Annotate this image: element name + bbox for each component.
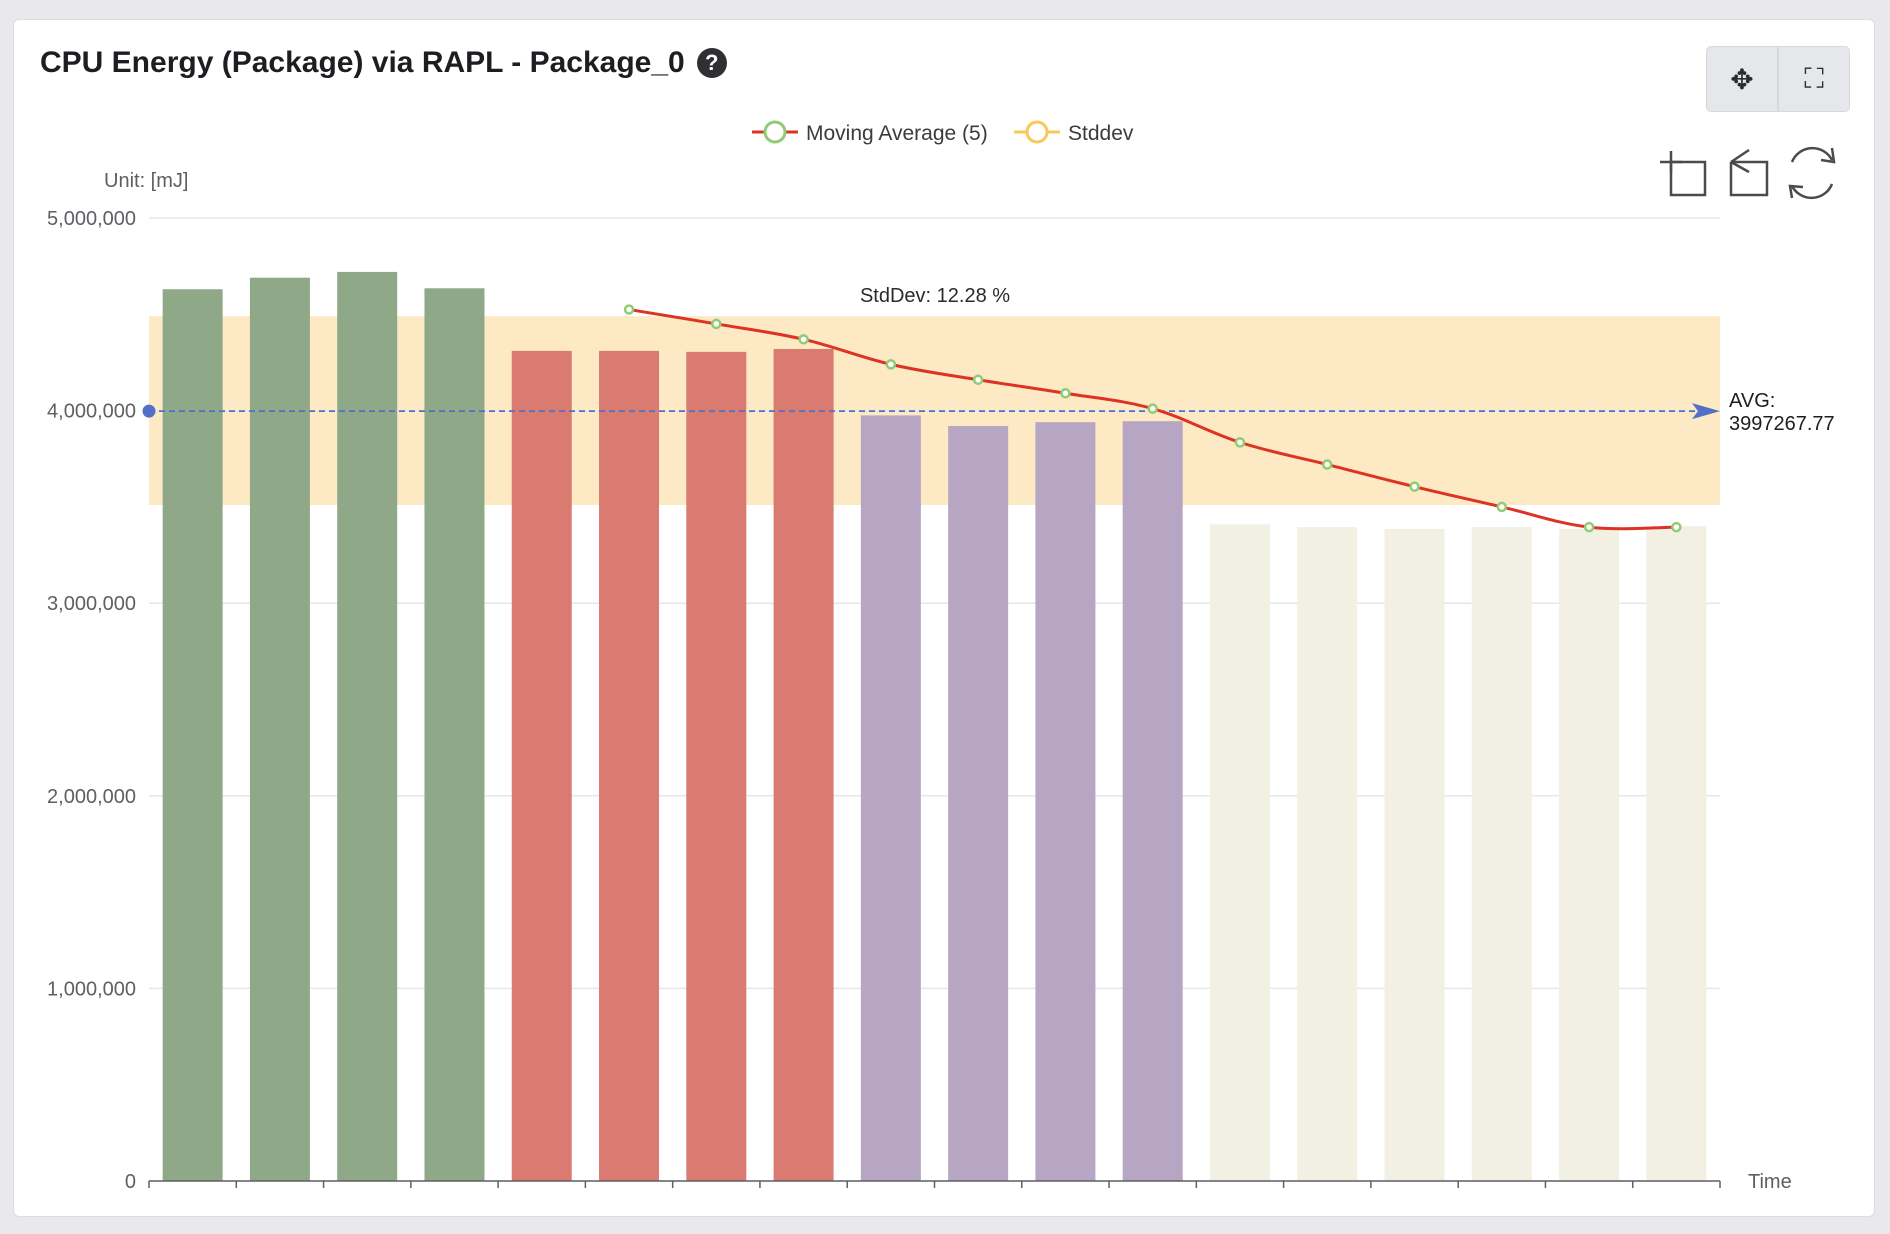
bar xyxy=(1297,527,1358,1181)
move-icon: ✥ xyxy=(1730,63,1754,95)
moving-average-point xyxy=(623,304,635,315)
y-tick-label: 4,000,000 xyxy=(47,401,136,423)
bar xyxy=(1559,529,1620,1181)
restore-icon-lower xyxy=(1790,183,1834,200)
zoom-icon xyxy=(1669,160,1707,197)
restore-icon xyxy=(1790,146,1834,163)
question-circle-icon[interactable]: ? xyxy=(696,48,727,78)
average-label-value: 3997267.77 xyxy=(1729,413,1835,435)
bar xyxy=(511,350,572,1181)
y-tick-label: 1,000,000 xyxy=(47,978,136,1000)
card-header: CPU Energy (Package) via RAPL - Package_… xyxy=(40,46,727,80)
y-tick-label: 5,000,000 xyxy=(47,208,136,230)
bar xyxy=(1384,529,1445,1181)
moving-average-point xyxy=(798,334,809,345)
fullscreen-button[interactable]: ⛶ xyxy=(1778,46,1850,112)
moving-average-point xyxy=(1583,521,1595,533)
bar xyxy=(773,348,834,1181)
legend-marker xyxy=(763,120,787,144)
y-tick-label: 3,000,000 xyxy=(47,593,136,615)
moving-average-point xyxy=(1496,501,1508,513)
restore-icon-arrows xyxy=(1788,147,1836,199)
unit-label: Unit: [mJ] xyxy=(104,170,188,192)
move-button[interactable]: ✥ xyxy=(1706,46,1778,112)
moving-average-point xyxy=(885,359,897,370)
bar xyxy=(1209,524,1270,1181)
bar xyxy=(599,350,660,1181)
bar xyxy=(686,351,747,1181)
average-start-marker xyxy=(142,404,156,418)
card-title: CPU Energy (Package) via RAPL - Package_… xyxy=(40,46,685,79)
bar xyxy=(1122,421,1183,1181)
moving-average-point xyxy=(1409,481,1420,492)
bar xyxy=(249,277,310,1181)
moving-average-point xyxy=(1322,459,1333,470)
card-toolbar: ✥ ⛶ xyxy=(1706,46,1850,112)
moving-average-point xyxy=(1060,388,1071,399)
moving-average-point xyxy=(1671,521,1682,533)
bar xyxy=(424,288,485,1181)
legend-label: Moving Average (5) xyxy=(806,122,988,145)
y-tick-label: 0 xyxy=(125,1171,136,1193)
moving-average-point xyxy=(972,374,984,386)
bar xyxy=(860,415,921,1181)
bar xyxy=(337,271,398,1182)
moving-average-point xyxy=(1147,403,1158,414)
average-arrow xyxy=(1692,403,1720,420)
average-label-top: AVG: xyxy=(1729,390,1775,412)
bar xyxy=(162,289,223,1182)
zoom-reset-icon xyxy=(1729,160,1769,197)
zoom-reset-arrow xyxy=(1730,148,1750,174)
legend-label: Stddev xyxy=(1068,122,1134,145)
moving-average-point xyxy=(711,318,722,330)
x-axis-label: Time xyxy=(1748,1171,1792,1193)
bar xyxy=(1471,527,1532,1181)
y-tick-label: 2,000,000 xyxy=(47,786,136,808)
bar xyxy=(1646,526,1707,1181)
bar xyxy=(948,426,1009,1181)
bar xyxy=(1035,422,1096,1181)
moving-average-point xyxy=(1234,437,1246,448)
stddev-label: StdDev: 12.28 % xyxy=(860,285,1010,307)
legend-marker xyxy=(1025,120,1049,144)
zoom-icon-cross xyxy=(1660,151,1682,173)
chart-toolbox xyxy=(1660,146,1836,200)
fullscreen-icon: ⛶ xyxy=(1804,62,1824,94)
